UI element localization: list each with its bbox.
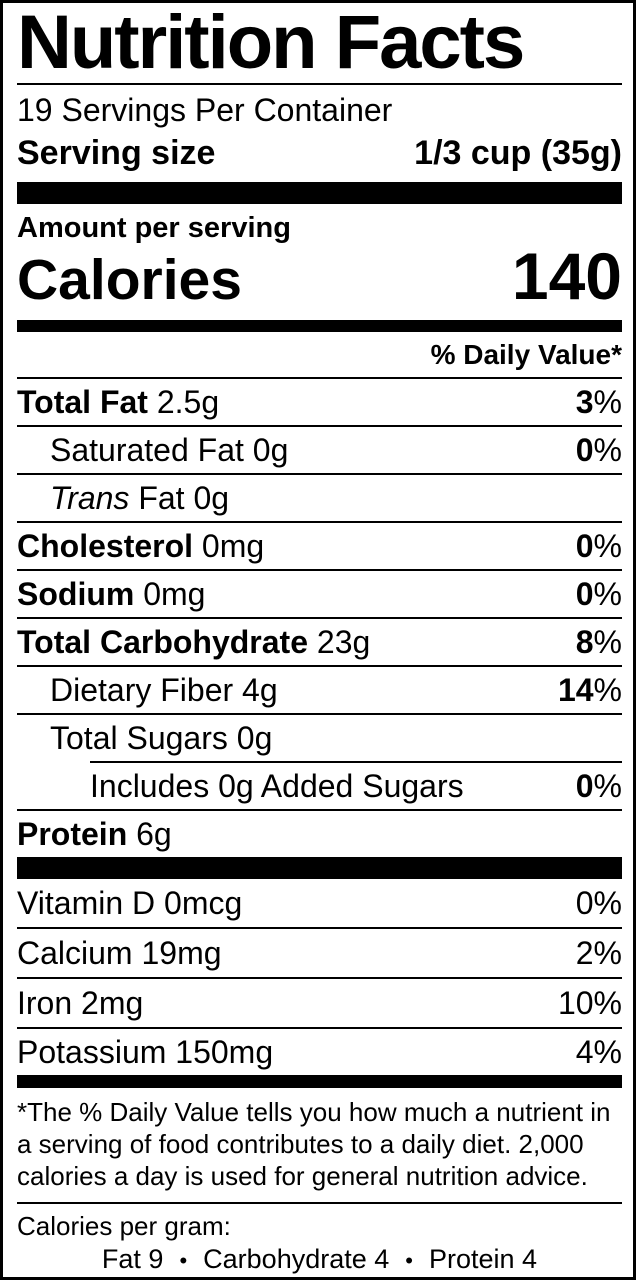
daily-value-footnote: *The % Daily Value tells you how much a … — [17, 1088, 622, 1204]
daily-value-percent: 0% — [575, 527, 622, 564]
serving-size-label: Serving size — [17, 134, 216, 172]
nutrient-name: Total Carbohydrate 23g — [17, 623, 371, 660]
daily-value-percent: 14% — [557, 671, 622, 708]
thick-divider-bar-top — [17, 182, 622, 204]
nutrient-row-total-carbohydrate: Total Carbohydrate 23g 8% — [17, 619, 622, 667]
daily-value-percent: 10% — [557, 984, 622, 1021]
calories-value: 140 — [511, 239, 622, 313]
daily-value-percent: 0% — [575, 767, 622, 804]
nutrient-row-saturated-fat-0g: Saturated Fat 0g 0% — [17, 427, 622, 475]
calories-label: Calories — [17, 248, 242, 312]
nutrient-row-includes-0g-added-sugars: Includes 0g Added Sugars 0% — [17, 763, 622, 811]
nutrient-name: Cholesterol 0mg — [17, 527, 265, 564]
calories-per-gram-item: Fat 9 — [101, 1244, 164, 1274]
amount-per-serving-label: Amount per serving — [17, 212, 291, 244]
calories-per-gram-section: Calories per gram: Fat 9 • Carbohydrate 4 •… — [17, 1204, 622, 1276]
indented-separator-rule — [90, 761, 622, 763]
vitamin-rows: Vitamin D 0mcg 0% Calcium 19mg 2% Iron 2mg 10… — [17, 879, 622, 1075]
vitamin-row-iron-2mg: Iron 2mg 10% — [17, 979, 622, 1029]
daily-value-percent: 4% — [575, 1033, 622, 1070]
vitamin-row-vitamin-d-0mcg: Vitamin D 0mcg 0% — [17, 879, 622, 929]
nutrient-name: Total Sugars 0g — [50, 719, 273, 756]
label-title: Nutrition Facts — [17, 3, 622, 85]
medium-divider-bar-calories — [17, 320, 622, 332]
nutrient-name: Dietary Fiber 4g — [50, 671, 278, 708]
nutrient-row-sodium: Sodium 0mg 0% — [17, 571, 622, 619]
calories-per-gram-label: Calories per gram: — [17, 1211, 231, 1241]
bullet-separator: • — [405, 1247, 413, 1273]
daily-value-percent: 2% — [575, 934, 622, 971]
daily-value-header: % Daily Value* — [17, 332, 622, 379]
calories-per-gram-item: Carbohydrate 4 — [203, 1244, 390, 1274]
nutrient-name: Calcium 19mg — [17, 934, 222, 971]
thick-divider-bar-vitamins — [17, 857, 622, 879]
nutrient-name: Includes 0g Added Sugars — [90, 767, 464, 804]
nutrient-name: Potassium 150mg — [17, 1033, 274, 1070]
nutrient-row-total-fat: Total Fat 2.5g 3% — [17, 379, 622, 427]
nutrient-row-total-sugars-0g: Total Sugars 0g — [17, 715, 622, 761]
nutrient-name: Iron 2mg — [17, 984, 144, 1021]
calories-row: Calories 140 — [17, 239, 622, 320]
nutrient-row-cholesterol: Cholesterol 0mg 0% — [17, 523, 622, 571]
serving-size-row: Serving size 1/3 cup (35g) — [17, 130, 622, 182]
nutrient-row-protein: Protein 6g — [17, 811, 622, 857]
vitamin-row-potassium-150mg: Potassium 150mg 4% — [17, 1029, 622, 1075]
medium-divider-bar-footnote — [17, 1075, 622, 1088]
nutrient-name: Sodium 0mg — [17, 575, 206, 612]
nutrient-name: Vitamin D 0mcg — [17, 884, 243, 921]
nutrient-name: Total Fat 2.5g — [17, 383, 220, 420]
serving-size-value: 1/3 cup (35g) — [414, 134, 622, 172]
servings-per-container: 19 Servings Per Container — [17, 92, 393, 128]
daily-value-percent: 3% — [575, 383, 622, 420]
daily-value-percent: 0% — [575, 884, 622, 921]
calories-per-gram-values: Fat 9 • Carbohydrate 4 • Protein 4 — [17, 1242, 622, 1276]
nutrient-name: Saturated Fat 0g — [50, 431, 289, 468]
nutrient-rows: Total Fat 2.5g 3% Saturated Fat 0g 0% Trans … — [17, 379, 622, 857]
bullet-separator: • — [179, 1247, 188, 1273]
daily-value-percent: 0% — [575, 575, 622, 612]
nutrient-row-trans: Trans Fat 0g — [17, 475, 622, 523]
daily-value-percent: 0% — [575, 431, 622, 468]
calories-per-gram-item: Protein 4 — [428, 1244, 538, 1274]
nutrient-row-dietary-fiber-4g: Dietary Fiber 4g 14% — [17, 667, 622, 715]
nutrient-name: Trans Fat 0g — [50, 479, 230, 516]
daily-value-percent: 8% — [575, 623, 622, 660]
nutrient-name: Protein 6g — [17, 815, 172, 852]
vitamin-row-calcium-19mg: Calcium 19mg 2% — [17, 929, 622, 979]
